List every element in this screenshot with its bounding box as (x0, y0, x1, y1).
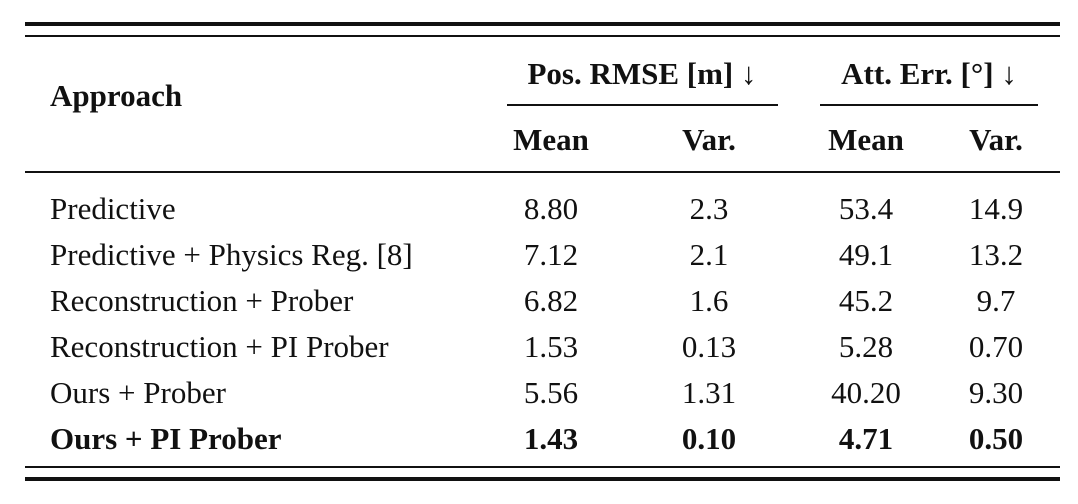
row-pos-mean: 8.80 (523, 191, 579, 226)
header-pos-rmse: Pos. RMSE [m] ↓ (527, 56, 757, 91)
row-pos-mean: 1.53 (523, 329, 579, 364)
row-approach: Predictive (50, 191, 176, 226)
row-approach: Ours + PI Prober (50, 421, 282, 456)
subheader-att-var: Var. (969, 122, 1023, 157)
row-pos-var: 1.6 (689, 283, 729, 318)
header-approach: Approach (50, 78, 183, 113)
row-pos-var: 2.3 (689, 191, 729, 226)
row-att-var: 13.2 (968, 237, 1024, 272)
row-approach: Reconstruction + Prober (50, 283, 354, 318)
row-pos-var: 0.10 (681, 421, 737, 456)
row-pos-mean: 5.56 (523, 375, 579, 410)
row-pos-var: 0.13 (681, 329, 737, 364)
row-pos-mean: 7.12 (523, 237, 579, 272)
row-pos-var: 2.1 (689, 237, 729, 272)
top-rule-thin (25, 35, 1060, 37)
row-pos-mean: 6.82 (523, 283, 579, 318)
row-att-var: 14.9 (968, 191, 1024, 226)
subheader-pos-var: Var. (682, 122, 736, 157)
header-att-err: Att. Err. [°] ↓ (841, 56, 1017, 91)
row-att-var: 9.7 (976, 283, 1016, 318)
row-att-mean: 53.4 (838, 191, 894, 226)
row-att-mean: 5.28 (838, 329, 894, 364)
row-approach: Reconstruction + PI Prober (50, 329, 389, 364)
row-att-var: 0.70 (968, 329, 1024, 364)
group2-underline (820, 104, 1038, 106)
group1-underline (507, 104, 778, 106)
row-att-mean: 40.20 (831, 375, 901, 410)
row-pos-var: 1.31 (681, 375, 737, 410)
row-att-var: 0.50 (968, 421, 1024, 456)
row-att-mean: 49.1 (838, 237, 894, 272)
bottom-rule-thick (25, 477, 1060, 481)
subheader-pos-mean: Mean (513, 122, 589, 157)
bottom-rule-thin (25, 466, 1060, 468)
row-att-mean: 4.71 (838, 421, 894, 456)
row-att-mean: 45.2 (838, 283, 894, 318)
row-approach: Ours + Prober (50, 375, 226, 410)
row-att-var: 9.30 (968, 375, 1024, 410)
row-approach: Predictive + Physics Reg. [8] (50, 237, 413, 272)
header-rule (25, 171, 1060, 173)
row-pos-mean: 1.43 (523, 421, 579, 456)
subheader-att-mean: Mean (828, 122, 904, 157)
top-rule-thick (25, 22, 1060, 26)
